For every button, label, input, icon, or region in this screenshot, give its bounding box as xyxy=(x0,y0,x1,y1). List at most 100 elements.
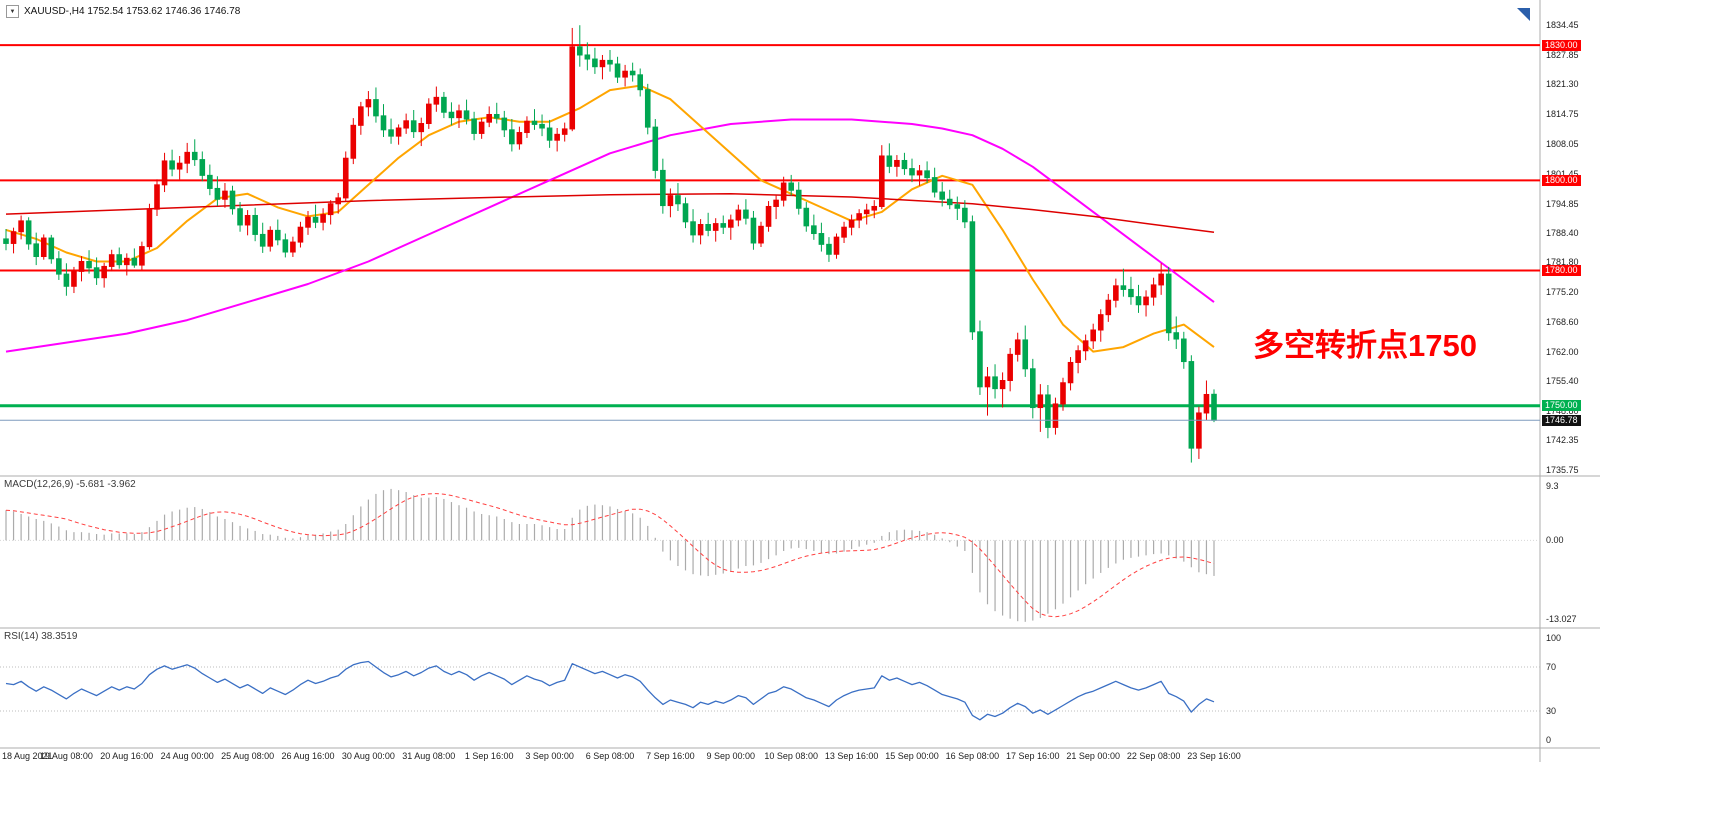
rsi-axis-label: 100 xyxy=(1546,633,1562,643)
rsi-indicator-label: RSI(14) 38.3519 xyxy=(4,631,77,642)
candle-down xyxy=(1188,361,1195,449)
candle-up xyxy=(524,120,530,134)
rsi-axis-label: 70 xyxy=(1546,662,1557,672)
candle-up xyxy=(403,120,409,129)
dropdown-arrow-icon: ▼ xyxy=(9,8,16,15)
price-axis-label: 1781.80 xyxy=(1546,257,1579,268)
candle-down xyxy=(1135,296,1142,306)
price-axis-label: 1755.40 xyxy=(1546,376,1579,387)
time-axis-label: 3 Sep 00:00 xyxy=(525,751,574,761)
candle-up xyxy=(1082,340,1089,352)
candle-down xyxy=(788,182,795,191)
candle-down xyxy=(1128,288,1134,298)
time-axis-label: 1 Sep 16:00 xyxy=(464,751,514,761)
candle-up xyxy=(350,124,357,159)
candle-up xyxy=(999,380,1006,390)
candle-down xyxy=(237,208,243,226)
time-axis-label: 22 Sep 08:00 xyxy=(1126,751,1181,761)
price-axis-label: 1768.60 xyxy=(1546,316,1579,327)
candle-up xyxy=(124,257,130,266)
scroll-to-end-marker[interactable] xyxy=(1517,8,1530,21)
candle-down xyxy=(962,207,968,223)
time-axis-label: 20 Aug 16:00 xyxy=(100,751,154,761)
price-axis-label: 1834.45 xyxy=(1546,20,1579,30)
candle-down xyxy=(909,168,915,176)
candle-down xyxy=(690,221,696,236)
candle-down xyxy=(644,89,651,128)
time-axis-label: 31 Aug 08:00 xyxy=(402,751,456,761)
candle-up xyxy=(1090,329,1097,342)
candle-down xyxy=(1173,332,1180,340)
candle-down xyxy=(614,63,621,78)
price-axis-label: 1775.20 xyxy=(1546,287,1579,298)
candle-down xyxy=(743,209,749,219)
candle-down xyxy=(199,159,206,176)
candle-up xyxy=(244,214,251,226)
candle-down xyxy=(720,223,727,228)
candle-down xyxy=(1045,394,1051,428)
macd-axis-label: -13.027 xyxy=(1546,614,1577,624)
candle-up xyxy=(697,224,704,236)
candle-down xyxy=(509,129,515,145)
one-click-trading-toggle[interactable]: ▼ xyxy=(6,5,19,18)
candle-up xyxy=(418,123,425,133)
candle-down xyxy=(577,46,583,56)
candle-up xyxy=(478,121,485,134)
candle-up xyxy=(18,220,24,233)
candlestick-series[interactable] xyxy=(3,25,1217,463)
price-badge-1830.00: 1830.00 xyxy=(1542,40,1581,51)
price-axis-label: 1735.75 xyxy=(1546,465,1579,475)
candle-up xyxy=(780,182,787,201)
time-axis-label: 18 Aug 2021 xyxy=(2,751,53,761)
candle-up xyxy=(848,219,855,228)
candle-down xyxy=(463,110,470,120)
candle-up xyxy=(599,59,606,68)
candle-down xyxy=(652,126,659,171)
candle-up xyxy=(871,205,878,211)
candle-up xyxy=(297,226,304,243)
time-axis-label: 24 Aug 00:00 xyxy=(160,751,214,761)
candle-up xyxy=(879,155,885,207)
candle-up xyxy=(161,160,168,186)
ma-slow-magenta[interactable] xyxy=(5,118,1215,353)
candle-down xyxy=(191,151,198,161)
candle-down xyxy=(1211,393,1217,421)
candle-up xyxy=(1203,393,1210,414)
candle-up xyxy=(290,241,296,253)
candle-down xyxy=(705,224,711,231)
candle-down xyxy=(803,207,810,227)
time-axis-label: 9 Sep 00:00 xyxy=(706,751,756,761)
candle-up xyxy=(335,197,341,205)
ma-fast-orange[interactable] xyxy=(5,84,1215,353)
ma-long-red[interactable] xyxy=(5,193,1215,233)
candle-up xyxy=(222,190,228,200)
candle-down xyxy=(1120,285,1127,290)
candle-up xyxy=(267,229,274,247)
candle-down xyxy=(931,177,938,193)
candle-down xyxy=(826,243,832,255)
candle-down xyxy=(93,267,100,279)
candle-up xyxy=(516,132,523,145)
candle-down xyxy=(25,220,32,245)
candle-down xyxy=(675,195,681,205)
candle-up xyxy=(10,231,17,244)
candle-up xyxy=(395,127,402,137)
candle-down xyxy=(660,169,666,207)
candle-up xyxy=(101,265,107,279)
candle-up xyxy=(1097,314,1104,331)
candle-up xyxy=(841,226,847,238)
candle-down xyxy=(969,221,976,333)
candle-up xyxy=(1052,403,1059,428)
candle-up xyxy=(40,237,47,258)
time-axis-label: 16 Sep 08:00 xyxy=(945,751,1000,761)
price-axis-label: 1814.75 xyxy=(1546,108,1579,119)
candle-down xyxy=(493,113,500,119)
candle-up xyxy=(358,106,364,126)
candle-up xyxy=(154,184,160,210)
candle-down xyxy=(592,58,598,68)
candle-down xyxy=(259,233,266,247)
candle-down xyxy=(584,54,591,60)
chart-header: ▼ XAUUSD-,H4 1752.54 1753.62 1746.36 174… xyxy=(6,5,240,18)
candle-down xyxy=(954,204,961,209)
